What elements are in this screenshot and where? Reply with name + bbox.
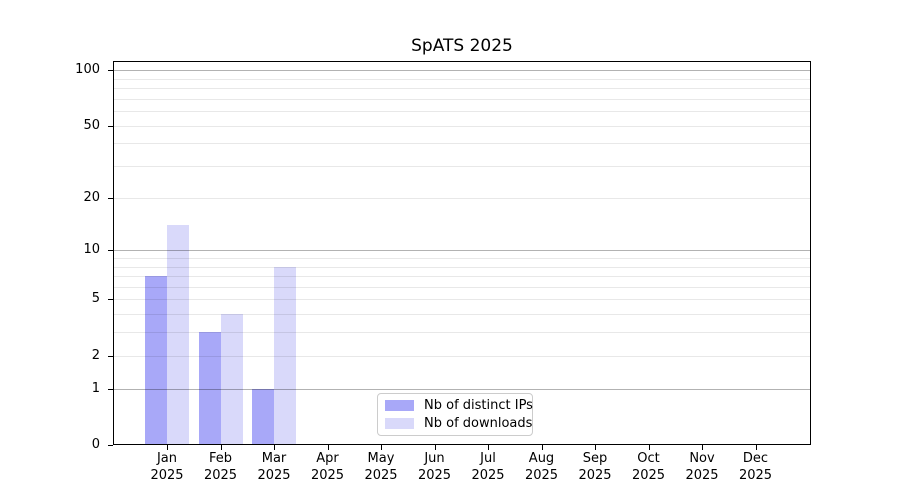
x-tick-year: 2025 [471, 468, 505, 483]
x-tick-month: Apr [316, 451, 339, 466]
x-tick-label-feb: Feb 2025 [189, 450, 253, 484]
legend-swatch-downloads-icon [385, 417, 414, 429]
y-tick-label-1: 1 [91, 380, 100, 396]
legend: Nb of distinct IPs Nb of downloads [377, 393, 533, 436]
x-tick-label-jan: Jan 2025 [135, 450, 199, 484]
y-tick-label-5: 5 [91, 291, 100, 307]
x-tick-label-nov: Nov 2025 [670, 450, 734, 484]
major-gridline-100 [114, 70, 810, 72]
x-tick-year: 2025 [417, 468, 452, 483]
x-tick-year: 2025 [150, 468, 184, 483]
x-tick-mark-dec [755, 445, 757, 450]
minor-gridline-20 [114, 197, 810, 199]
x-tick-year: 2025 [310, 468, 345, 483]
x-tick-month: Feb [208, 451, 233, 466]
bar-downloads-mar [274, 266, 296, 445]
x-tick-month: Jun [424, 451, 445, 466]
x-tick-year: 2025 [203, 468, 238, 483]
x-tick-year: 2025 [578, 468, 612, 483]
legend-swatch-distinct-ips-icon [385, 400, 414, 412]
x-tick-mark-mar [274, 445, 275, 450]
minor-gridline-5 [114, 299, 810, 301]
y-tick-mark-2 [108, 355, 113, 357]
legend-item-downloads: Nb of downloads [385, 416, 532, 431]
x-tick-month: Nov [689, 451, 715, 466]
bar-distinct-ips-feb [198, 332, 221, 445]
x-tick-label-jul: Jul 2025 [456, 450, 520, 484]
y-tick-mark-5 [108, 299, 113, 301]
minor-gridline-40 [114, 143, 810, 145]
x-tick-year: 2025 [364, 468, 398, 483]
legend-item-distinct-ips: Nb of distinct IPs [385, 398, 533, 413]
x-tick-label-sep: Sep 2025 [563, 450, 627, 484]
x-tick-mark-aug [541, 445, 543, 450]
x-tick-mark-jan [167, 445, 168, 450]
x-tick-mark-may [381, 445, 382, 450]
x-tick-month: Jan [156, 451, 178, 466]
x-tick-month: May [367, 451, 395, 466]
y-tick-mark-20 [108, 197, 113, 199]
minor-gridline-7 [114, 276, 810, 278]
x-tick-year: 2025 [738, 468, 773, 483]
legend-label-distinct-ips: Nb of distinct IPs [424, 398, 533, 414]
x-tick-year: 2025 [631, 468, 666, 483]
x-tick-month: Mar [261, 451, 287, 466]
minor-gridline-3 [114, 332, 810, 334]
minor-gridline-50 [114, 125, 810, 127]
x-tick-month: Jul [480, 451, 496, 466]
y-tick-mark-100 [108, 70, 113, 72]
y-tick-mark-1 [108, 388, 113, 390]
chart-title: SpATS 2025 [411, 36, 513, 56]
x-tick-mark-feb [220, 445, 222, 450]
minor-gridline-30 [114, 166, 810, 168]
x-tick-label-apr: Apr 2025 [296, 450, 360, 484]
y-tick-mark-50 [108, 125, 113, 127]
x-tick-mark-jul [488, 445, 489, 450]
y-tick-mark-10 [108, 250, 113, 252]
minor-gridline-70 [114, 98, 810, 100]
x-tick-mark-apr [327, 445, 329, 450]
x-tick-month: Oct [637, 451, 660, 466]
y-tick-label-0: 0 [91, 437, 100, 452]
x-tick-label-jun: Jun 2025 [403, 450, 467, 484]
x-tick-year: 2025 [524, 468, 559, 483]
y-tick-label-100: 100 [75, 62, 100, 78]
minor-gridline-80 [114, 88, 810, 90]
major-gridline-1 [114, 388, 810, 390]
x-tick-year: 2025 [685, 468, 719, 483]
x-tick-mark-sep [595, 445, 596, 450]
x-tick-year: 2025 [257, 468, 291, 483]
minor-gridline-60 [114, 111, 810, 113]
minor-gridline-90 [114, 78, 810, 80]
x-tick-month: Sep [582, 451, 608, 466]
y-tick-label-2: 2 [91, 347, 100, 363]
x-tick-month: Dec [742, 451, 769, 466]
minor-gridline-2 [114, 355, 810, 357]
y-tick-label-20: 20 [83, 189, 100, 205]
x-tick-month: Aug [528, 451, 555, 466]
bar-downloads-jan [167, 225, 189, 445]
x-tick-mark-jun [434, 445, 436, 450]
x-tick-mark-nov [702, 445, 703, 450]
major-gridline-10 [114, 250, 810, 252]
y-tick-label-50: 50 [83, 117, 100, 133]
x-tick-label-dec: Dec 2025 [724, 450, 788, 484]
x-tick-mark-oct [648, 445, 650, 450]
x-tick-label-mar: Mar 2025 [242, 450, 306, 484]
bar-downloads-feb [220, 314, 243, 445]
x-tick-label-oct: Oct 2025 [617, 450, 681, 484]
y-tick-label-10: 10 [83, 242, 100, 258]
x-tick-label-aug: Aug 2025 [510, 450, 574, 484]
minor-gridline-8 [114, 266, 810, 268]
bar-distinct-ips-mar [252, 388, 274, 445]
minor-gridline-4 [114, 314, 810, 316]
minor-gridline-6 [114, 286, 810, 288]
bar-distinct-ips-jan [145, 276, 167, 445]
y-tick-mark-0 [108, 445, 113, 446]
x-tick-label-may: May 2025 [349, 450, 413, 484]
legend-label-downloads: Nb of downloads [424, 415, 533, 431]
minor-gridline-9 [114, 257, 810, 259]
